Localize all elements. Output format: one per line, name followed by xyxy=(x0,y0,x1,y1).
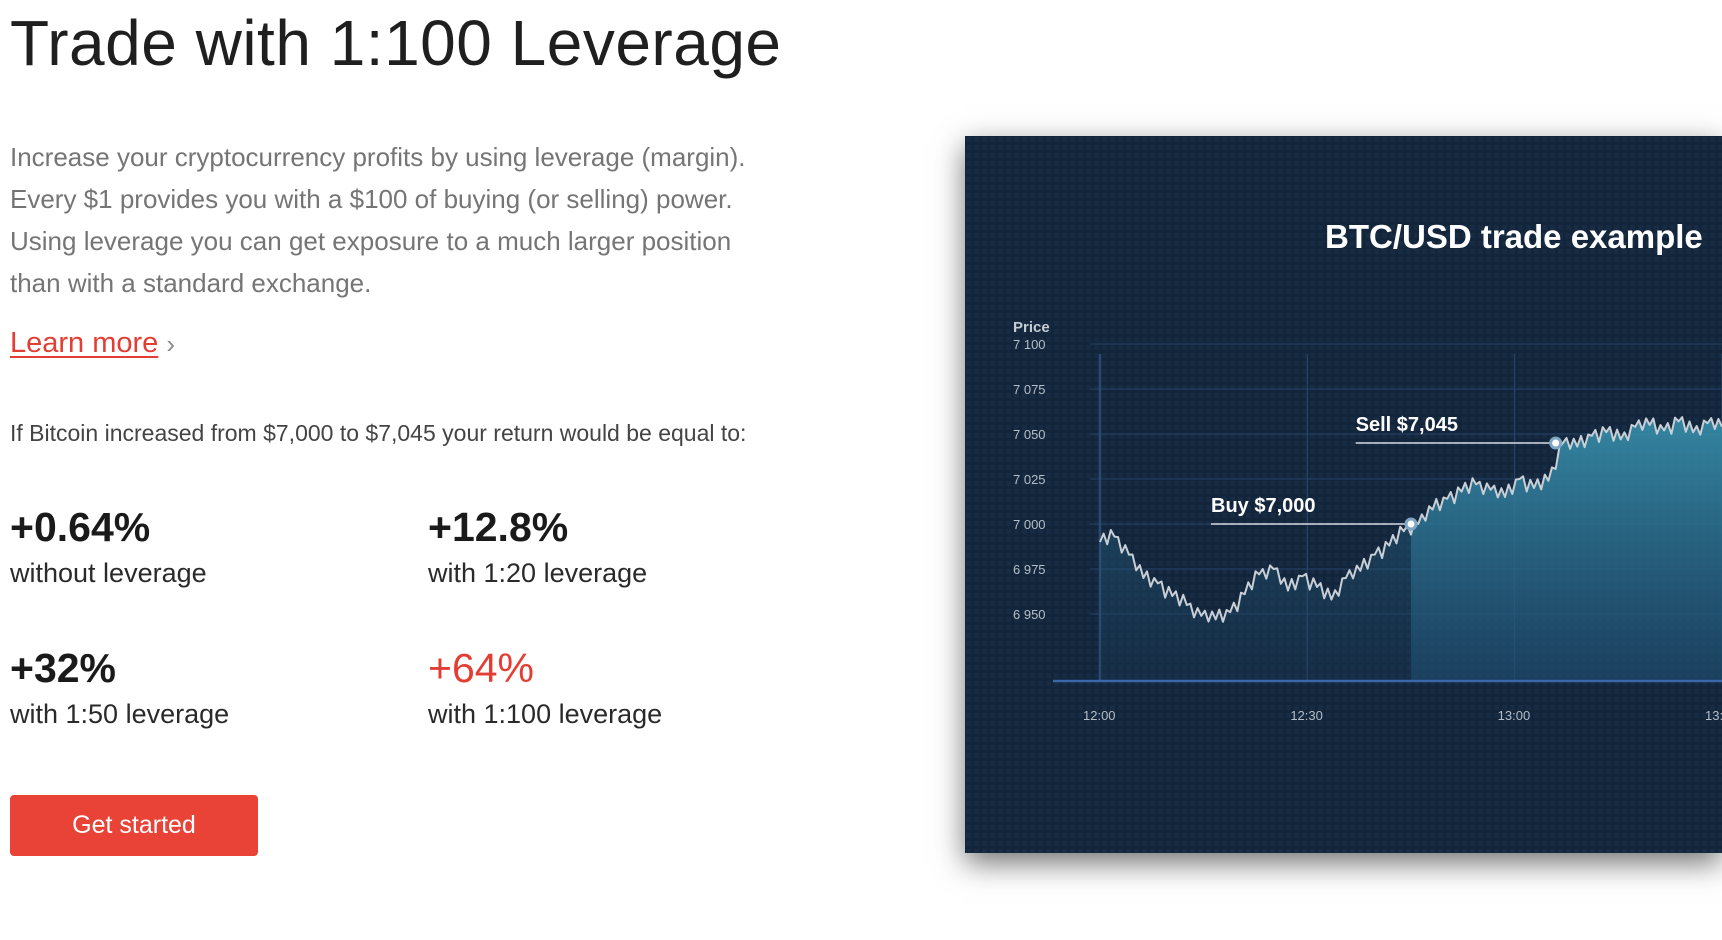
intro-line: Increase your cryptocurrency profits by … xyxy=(10,142,746,172)
stat-label: with 1:20 leverage xyxy=(428,558,648,588)
y-tick-label: 6 975 xyxy=(1013,562,1046,577)
learn-more-link-group[interactable]: Learn more › xyxy=(10,327,175,360)
annotation-point xyxy=(1549,436,1563,450)
stat-leverage-50: +32% with 1:50 leverage xyxy=(10,644,229,732)
stat-value: +0.64% xyxy=(10,504,151,550)
x-tick-label: 12:00 xyxy=(1083,708,1116,723)
y-tick-label: 7 075 xyxy=(1013,382,1046,397)
stat-value: +64% xyxy=(428,645,535,691)
get-started-button[interactable]: Get started xyxy=(10,795,258,856)
profit-region xyxy=(1411,417,1722,681)
axes: 6 950 6 975 7 000 7 025 7 050 7 075 7 100 12:00… xyxy=(1013,337,1722,723)
stat-label: with 1:100 leverage xyxy=(428,699,663,729)
stat-value: +32% xyxy=(10,645,117,691)
y-axis-label: Price xyxy=(1013,319,1050,336)
chart-svg: Buy $7,000 Sell $7,045 6 950 6 975 7 000 7 0… xyxy=(965,136,1722,853)
intro-line: Every $1 provides you with a $100 of buy… xyxy=(10,184,733,214)
annotation-point xyxy=(1404,517,1418,531)
stat-value: +12.8% xyxy=(428,504,569,550)
annotations: Buy $7,000 Sell $7,045 xyxy=(1211,414,1563,531)
annotation-label: Buy $7,000 xyxy=(1211,495,1316,517)
stat-leverage-100: +64% with 1:100 leverage xyxy=(428,644,662,732)
y-tick-label: 7 050 xyxy=(1013,427,1046,442)
learn-more-link[interactable]: Learn more xyxy=(10,327,159,359)
y-tick-label: 7 025 xyxy=(1013,472,1046,487)
area-fill xyxy=(1100,417,1722,681)
annotation-label: Sell $7,045 xyxy=(1356,414,1458,436)
y-tick-label: 7 000 xyxy=(1013,517,1046,532)
intro-paragraph: Increase your cryptocurrency profits by … xyxy=(10,136,830,304)
x-tick-label: 13:30 xyxy=(1705,708,1722,723)
stat-leverage-20: +12.8% with 1:20 leverage xyxy=(428,503,647,591)
btc-trade-example-chart: Buy $7,000 Sell $7,045 6 950 6 975 7 000 7 0… xyxy=(965,136,1722,853)
stat-label: with 1:50 leverage xyxy=(10,699,230,729)
price-line xyxy=(1099,416,1722,623)
stat-label: without leverage xyxy=(10,558,207,588)
x-tick-label: 12:30 xyxy=(1290,708,1323,723)
page-title: Trade with 1:100 Leverage xyxy=(10,7,782,79)
y-tick-label: 6 950 xyxy=(1013,607,1046,622)
intro-line: Using leverage you can get exposure to a… xyxy=(10,226,732,256)
chart-title: BTC/USD trade example xyxy=(1325,218,1703,255)
line-series xyxy=(1099,416,1722,623)
stat-without-leverage: +0.64% without leverage xyxy=(10,503,207,591)
x-tick-label: 13:00 xyxy=(1498,708,1531,723)
y-tick-label: 7 100 xyxy=(1013,337,1046,352)
intro-line: than with a standard exchange. xyxy=(10,268,372,298)
chevron-right-icon: › xyxy=(166,328,175,359)
scenario-text: If Bitcoin increased from $7,000 to $7,0… xyxy=(10,420,747,446)
